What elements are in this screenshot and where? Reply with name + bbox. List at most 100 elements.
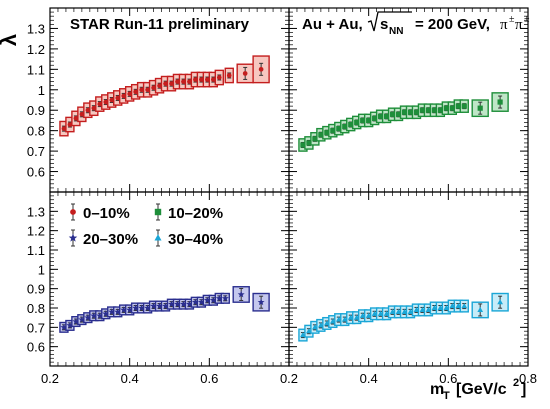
legend-entry: 10–20% xyxy=(154,203,223,222)
y-tick-label: 0.7 xyxy=(27,144,45,159)
data-point xyxy=(312,136,318,142)
data-point xyxy=(61,126,67,131)
data-point xyxy=(154,234,162,241)
data-point xyxy=(72,317,80,325)
data-point xyxy=(97,101,103,107)
data-point xyxy=(162,302,169,310)
data-point xyxy=(151,85,156,91)
data-point xyxy=(120,306,128,313)
data-point xyxy=(114,308,122,315)
legend: 0–10% 10–20% 20–30% 30–40% xyxy=(68,203,223,248)
legend-entry: 0–10% xyxy=(70,203,130,222)
data-point xyxy=(90,312,98,319)
x-axis-label-units: [GeV/c xyxy=(456,381,507,398)
title-right-sqrt: s xyxy=(380,16,388,33)
data-point xyxy=(497,99,503,105)
data-point xyxy=(66,321,74,329)
data-point xyxy=(175,79,180,84)
data-point xyxy=(78,315,86,323)
y-axis-title: λ xyxy=(0,34,21,46)
data-point xyxy=(67,122,73,127)
series-layer xyxy=(59,55,509,342)
data-point xyxy=(342,123,348,130)
data-point xyxy=(127,91,133,97)
data-point xyxy=(318,132,324,138)
data-point xyxy=(126,306,134,313)
y-tick-label: 1.2 xyxy=(27,42,45,57)
x-tick-label: 0.8 xyxy=(519,371,537,386)
panel-title-left: STAR Run-11 preliminary xyxy=(70,16,250,33)
x-axis-label-close: ] xyxy=(521,381,526,398)
data-point xyxy=(395,111,402,117)
panel-frame xyxy=(49,7,290,193)
data-point xyxy=(138,304,146,311)
title-right-sub: NN xyxy=(389,26,403,37)
y-tick-label: 1.1 xyxy=(27,243,45,258)
sqrt-symbol-icon xyxy=(367,11,412,32)
data-point xyxy=(197,298,205,306)
data-point xyxy=(257,298,265,306)
data-point xyxy=(431,107,437,113)
x-tick-label: 0.2 xyxy=(41,371,59,386)
title-right-pion2: π xyxy=(515,17,523,33)
series-square xyxy=(298,92,509,152)
data-point xyxy=(209,296,217,304)
data-point xyxy=(102,310,110,317)
y-tick-label: 1.3 xyxy=(27,21,45,36)
panel-title-right: Au + Au, s NN = 200 GeV, π ± π ± xyxy=(302,11,530,37)
legend-label: 10–20% xyxy=(168,205,223,222)
data-point xyxy=(497,299,503,305)
y-tick-label: 1.1 xyxy=(27,62,45,77)
data-point xyxy=(258,66,264,72)
data-point xyxy=(103,99,109,105)
data-point xyxy=(174,300,181,308)
tick-labels: 0.6 0.7 0.8 0.9 1 1.1 1.2 1.3 0.6 0.7 0.8 0.9 1 1.1 1.… xyxy=(27,21,537,386)
data-point xyxy=(193,77,198,82)
y-tick-label: 1.2 xyxy=(27,224,45,239)
data-point xyxy=(437,107,443,113)
data-point xyxy=(70,209,76,215)
title-right-prefix: Au + Au, xyxy=(302,16,363,33)
series-star xyxy=(59,286,270,333)
data-point xyxy=(60,323,68,331)
data-point xyxy=(115,95,121,101)
data-point xyxy=(96,312,104,319)
data-point xyxy=(455,103,461,109)
data-point xyxy=(84,314,92,321)
data-point xyxy=(221,294,229,302)
data-point xyxy=(348,121,354,128)
y-tick-label: 0.9 xyxy=(27,103,45,118)
data-point xyxy=(216,75,222,80)
x-axis-label-main: m xyxy=(430,381,444,398)
data-point xyxy=(372,115,378,121)
data-point xyxy=(407,109,414,115)
data-point xyxy=(306,140,312,146)
data-point xyxy=(226,73,232,78)
legend-label: 0–10% xyxy=(83,205,130,222)
data-point xyxy=(215,294,223,302)
data-point xyxy=(237,290,245,298)
data-point xyxy=(168,300,175,308)
x-axis-label-sub: T xyxy=(443,390,450,402)
y-tick-label: 1 xyxy=(38,262,45,277)
panel-frame xyxy=(288,191,529,367)
data-point xyxy=(79,111,85,117)
data-point xyxy=(109,97,115,103)
y-tick-label: 1.3 xyxy=(27,204,45,219)
legend-entry: 30–40% xyxy=(154,229,223,248)
data-point xyxy=(144,304,152,311)
data-point xyxy=(443,105,449,111)
x-axis-title: m T [GeV/c 2 ] xyxy=(430,377,526,402)
data-point xyxy=(145,87,150,93)
legend-entry: 20–30% xyxy=(68,229,138,248)
data-point xyxy=(360,117,366,124)
data-point xyxy=(73,116,79,121)
data-point xyxy=(242,71,248,76)
title-right-suffix: = 200 GeV, xyxy=(415,16,490,33)
x-tick-label: 0.2 xyxy=(280,371,298,386)
title-right-pion1: π xyxy=(500,17,508,33)
data-point xyxy=(354,119,360,126)
y-tick-label: 0.8 xyxy=(27,124,45,139)
data-point xyxy=(205,77,210,82)
